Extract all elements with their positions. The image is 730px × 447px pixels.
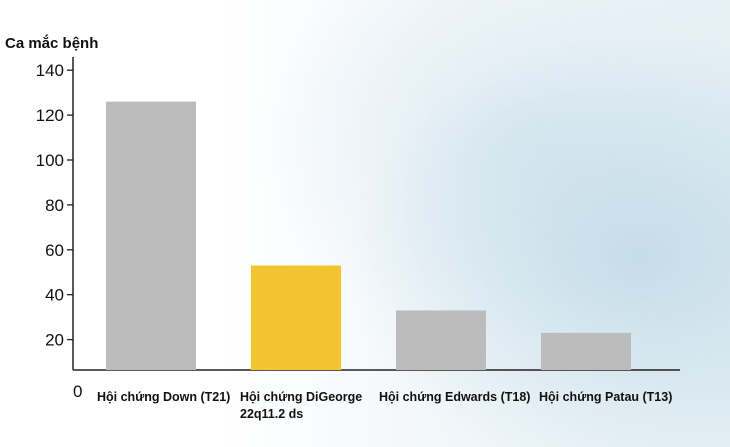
bar — [396, 310, 486, 370]
y-tick-label: 60 — [45, 241, 64, 260]
bar — [106, 101, 196, 370]
y-tick-label: 0 — [73, 382, 82, 401]
y-axis-title: Ca mắc bệnh — [5, 34, 98, 52]
y-tick-label: 100 — [36, 151, 64, 170]
y-tick-label: 20 — [45, 331, 64, 350]
bar — [541, 332, 631, 370]
bar — [251, 265, 341, 370]
x-category-label: Hội chứng Patau (T13) — [539, 390, 672, 404]
x-axis-labels: Hội chứng Down (T21) Hội chứng DiGeorge 22… — [97, 390, 672, 421]
x-category-label: Hội chứng Down (T21) — [97, 390, 230, 404]
x-category-label: Hội chứng Edwards (T18) — [379, 390, 530, 404]
y-tick-label: 40 — [45, 286, 64, 305]
y-tick-label: 140 — [36, 61, 64, 80]
x-category-label: Hội chứng DiGeorge 22q11.2 ds — [240, 390, 362, 421]
bars — [106, 101, 631, 370]
y-tick-label: 120 — [36, 106, 64, 125]
y-tick-label: 80 — [45, 196, 64, 215]
